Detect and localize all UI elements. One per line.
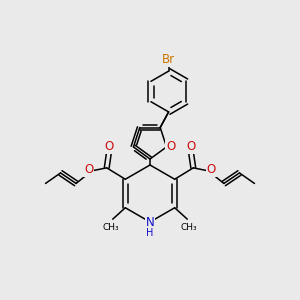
Text: CH₃: CH₃ [103,223,119,232]
Text: O: O [207,163,216,176]
Text: N: N [146,215,154,229]
Text: O: O [167,140,176,154]
Text: O: O [84,163,93,176]
Text: H: H [146,227,154,238]
Text: O: O [186,140,196,153]
Text: Br: Br [162,53,175,66]
Text: CH₃: CH₃ [181,223,197,232]
Text: O: O [104,140,114,153]
